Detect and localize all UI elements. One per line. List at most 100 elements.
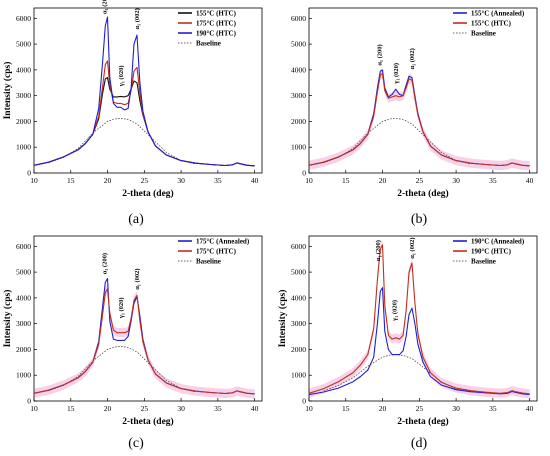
x-tick-label: 20 <box>379 404 387 413</box>
y-tick-label: 1000 <box>16 371 31 380</box>
legend-label: 190°C (Annealed) <box>471 238 525 246</box>
x-tick-label: 30 <box>177 176 185 185</box>
plot-frame <box>33 7 263 174</box>
y-tick-label: 0 <box>27 397 31 406</box>
x-tick-label: 35 <box>489 404 497 413</box>
x-tick-label: 20 <box>104 404 112 413</box>
legend-label: 190°C (HTC) <box>471 248 512 256</box>
x-axis-label: 2-theta (deg) <box>397 416 448 427</box>
legend: 155°C (HTC) 175°C (HTC) 190°C (HTC) Baselin… <box>178 10 237 48</box>
peak-annotation: α₁ (002) <box>409 238 416 259</box>
y-tick-label: 1000 <box>291 143 306 152</box>
y-axis-label: Intensity (cps) <box>2 290 13 348</box>
y-tick-label: 4000 <box>16 293 31 302</box>
x-axis-label: 2-theta (deg) <box>397 188 448 199</box>
y-tick-label: 4000 <box>16 65 31 74</box>
x-tick-label: 10 <box>30 404 38 413</box>
x-tick-label: 20 <box>379 176 387 185</box>
chart-panel-b: 10 15 20 25 30 35 40 0 1000 2000 3000 4000 5000 6000 2… <box>291 7 538 199</box>
series-line-blue <box>33 16 255 167</box>
y-tick-label: 3000 <box>291 91 306 100</box>
peak-annotation: α₁ (200) <box>377 44 384 65</box>
y-tick-label: 2000 <box>291 345 306 354</box>
legend-label: 175°C (HTC) <box>196 248 237 256</box>
x-tick-label: 25 <box>141 176 149 185</box>
x-tick-label: 15 <box>67 176 75 185</box>
y-tick-label: 2000 <box>16 117 31 126</box>
series-line-baseline <box>323 117 471 165</box>
y-tick-label: 6000 <box>291 14 306 23</box>
legend-label: 175°C (Annealed) <box>196 238 250 246</box>
x-tick-label: 20 <box>104 176 112 185</box>
series-line-baseline <box>48 345 196 393</box>
x-tick-label: 10 <box>30 176 38 185</box>
y-tick-label: 5000 <box>291 40 306 49</box>
x-tick-label: 15 <box>342 404 350 413</box>
series-line-red <box>308 73 530 167</box>
x-tick-label: 30 <box>177 404 185 413</box>
x-axis-label: 2-theta (deg) <box>122 416 173 427</box>
peak-annotation: α₁ (002) <box>134 8 141 29</box>
legend-label: 155°C (HTC) <box>471 20 512 28</box>
series-line-red <box>308 244 530 395</box>
plot-frame <box>33 235 263 402</box>
y-tick-label: 3000 <box>16 91 31 100</box>
panel-caption-d: (d) <box>410 436 428 451</box>
plot-frame <box>308 7 538 174</box>
legend-label: 175°C (HTC) <box>196 20 237 28</box>
series-line-red <box>33 288 255 395</box>
chart-panel-d: 10 15 20 25 30 35 40 0 1000 2000 3000 4000 5000 6000 2… <box>277 235 538 427</box>
legend-label: 190°C (HTC) <box>196 30 237 38</box>
series-line-red <box>33 60 255 167</box>
chart-panel-c: 10 15 20 25 30 35 40 0 1000 2000 3000 4000 5000 6000 2… <box>2 235 263 427</box>
series-line-baseline <box>48 117 196 165</box>
panel-caption-a: (a) <box>128 212 144 227</box>
series-shade <box>34 284 255 399</box>
y-tick-label: 3000 <box>291 319 306 328</box>
x-tick-label: 30 <box>452 176 460 185</box>
peak-annotation: γ₁ (020) <box>391 300 398 322</box>
y-tick-label: 0 <box>27 169 31 178</box>
x-tick-label: 35 <box>489 176 497 185</box>
y-tick-label: 0 <box>302 169 306 178</box>
legend-label: Baseline <box>196 258 221 266</box>
series-shade <box>309 240 530 399</box>
y-tick-label: 6000 <box>16 242 31 251</box>
y-tick-label: 2000 <box>16 345 31 354</box>
x-tick-label: 25 <box>416 176 424 185</box>
y-tick-label: 4000 <box>291 65 306 74</box>
x-tick-label: 35 <box>214 176 222 185</box>
x-tick-label: 40 <box>251 404 259 413</box>
peak-annotation: γ₁ (020) <box>393 63 400 85</box>
panel-caption-c: (c) <box>128 436 144 451</box>
x-tick-label: 10 <box>305 176 313 185</box>
x-tick-label: 25 <box>141 404 149 413</box>
plot-frame <box>308 235 538 402</box>
y-axis-label: Intensity (cps) <box>2 62 13 120</box>
peak-annotation: γ₁ (020) <box>118 65 125 87</box>
chart-panel-a: 10 15 20 25 30 35 40 0 1000 2000 3000 4000 5000 6000 2… <box>2 0 263 199</box>
x-tick-label: 40 <box>251 176 259 185</box>
x-tick-label: 10 <box>305 404 313 413</box>
legend-label: Baseline <box>471 30 496 38</box>
legend: 155°C (Annealed) 155°C (HTC) Baseline <box>453 10 525 38</box>
y-tick-label: 5000 <box>16 268 31 277</box>
panel-caption-b: (b) <box>410 212 428 227</box>
y-axis-label: Intensity (cps) <box>277 290 288 348</box>
x-tick-label: 15 <box>67 404 75 413</box>
x-tick-label: 25 <box>416 404 424 413</box>
x-tick-label: 40 <box>526 176 534 185</box>
y-tick-label: 6000 <box>16 14 31 23</box>
peak-annotation: α₁ (200) <box>102 253 109 274</box>
legend-label: 155°C (HTC) <box>196 10 237 18</box>
peak-annotation: α₁ (200) <box>375 240 382 261</box>
peak-annotation: α₁ (200) <box>102 0 109 14</box>
legend-label: 155°C (Annealed) <box>471 10 525 18</box>
legend: 175°C (Annealed) 175°C (HTC) Baseline <box>178 238 250 266</box>
legend: 190°C (Annealed) 190°C (HTC) Baseline <box>453 238 525 266</box>
y-tick-label: 3000 <box>16 319 31 328</box>
x-tick-label: 30 <box>452 404 460 413</box>
y-tick-label: 1000 <box>16 143 31 152</box>
x-tick-label: 15 <box>342 176 350 185</box>
